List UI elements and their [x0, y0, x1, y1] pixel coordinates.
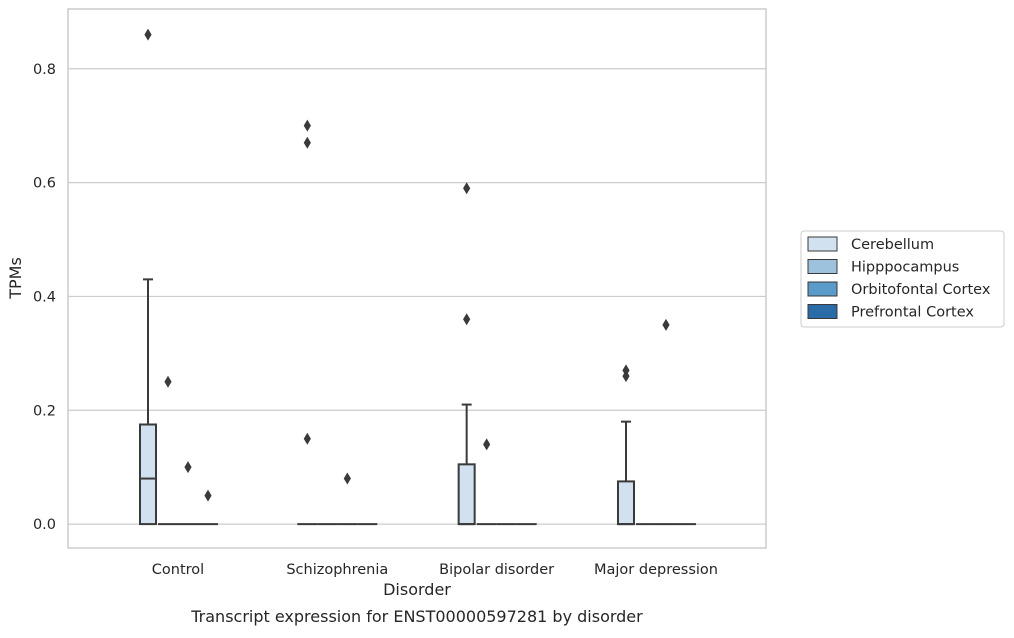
x-tick-label: Bipolar disorder: [439, 562, 554, 578]
outlier-point: [303, 136, 311, 149]
x-axis-label: Disorder: [383, 580, 451, 599]
outlier-point: [463, 182, 471, 195]
outlier-point: [303, 119, 311, 132]
box-1-1: [139, 278, 157, 526]
outlier-point: [622, 370, 630, 383]
x-tick-label: Control: [152, 562, 204, 578]
box-body: [139, 423, 157, 526]
box-body: [616, 480, 635, 526]
plot-frame: [67, 8, 767, 549]
legend-swatch: [807, 259, 838, 274]
legend-label: Cerebellum: [851, 237, 934, 253]
box-1-3: [457, 403, 476, 526]
outlier-point: [343, 472, 351, 485]
box-1-4: [616, 420, 635, 526]
outlier-layer: [144, 28, 670, 502]
y-tick-label: 0.4: [33, 289, 56, 305]
box-layer: [139, 278, 696, 526]
y-tick-label: 0.2: [33, 403, 56, 419]
box-body: [457, 463, 476, 526]
outlier-point: [164, 375, 172, 388]
legend: Cerebellum Hipppocampus Orbitofontal Corte…: [800, 230, 1005, 328]
outlier-point: [483, 438, 491, 451]
legend-swatch: [807, 236, 838, 252]
x-tick-label: Major depression: [594, 562, 718, 578]
y-tick-label: 0.6: [33, 176, 56, 192]
y-tick-labels: 0.0 0.2 0.4 0.6 0.8: [33, 62, 56, 533]
y-tick-label: 0.0: [33, 517, 56, 533]
y-tick-label: 0.8: [33, 62, 56, 78]
legend-label: Orbitofontal Cortex: [851, 282, 991, 298]
outlier-point: [184, 461, 192, 474]
outlier-point: [463, 313, 471, 326]
legend-swatch: [807, 281, 838, 297]
x-tick-labels: Control Schizophrenia Bipolar disorder Majo…: [152, 562, 718, 578]
legend-label: Prefrontal Cortex: [851, 305, 974, 321]
outlier-point: [303, 432, 311, 445]
outlier-point: [662, 318, 670, 331]
chart-caption: Transcript expression for ENST0000059728…: [190, 607, 643, 626]
x-tick-label: Schizophrenia: [286, 562, 388, 578]
legend-label: Hipppocampus: [851, 260, 959, 276]
outlier-point: [144, 28, 152, 41]
grid-layer: [68, 68, 766, 525]
legend-swatch: [807, 304, 838, 319]
y-axis-label: TPMs: [6, 257, 25, 300]
legend-frame: [800, 230, 1005, 328]
outlier-point: [204, 489, 212, 502]
